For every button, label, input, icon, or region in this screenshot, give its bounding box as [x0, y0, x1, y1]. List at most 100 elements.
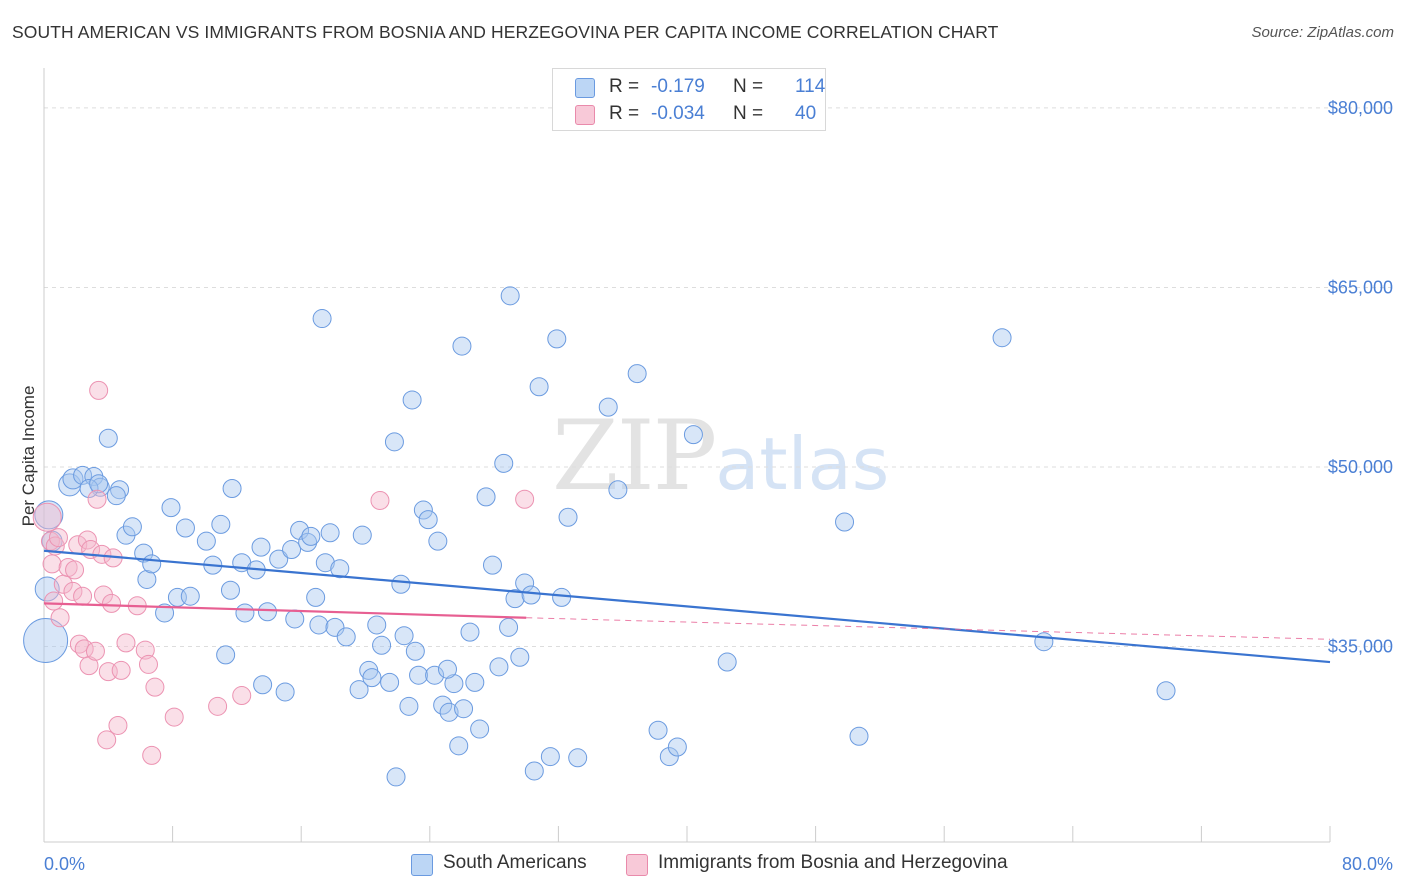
point-south-americans — [608, 480, 628, 500]
point-south-americans — [384, 432, 404, 452]
point-south-americans — [627, 364, 647, 384]
label-layer: $35,000 $50,000 $65,000 $80,000 0.0% 80.0% Per… — [19, 98, 1393, 874]
point-south-americans — [98, 428, 118, 448]
point-south-americans — [524, 761, 544, 781]
point-south-americans — [23, 617, 69, 663]
bottom-legend-label: Immigrants from Bosnia and Herzegovina — [658, 852, 1008, 873]
point-south-americans — [257, 602, 277, 622]
point-south-americans — [540, 747, 560, 767]
point-south-americans — [106, 486, 126, 506]
legend-swatch-blue — [575, 78, 595, 98]
watermark-atlas: atlas — [715, 422, 890, 506]
x-tick-label: 80.0% — [1342, 854, 1393, 874]
point-south-americans — [155, 603, 175, 623]
legend-n-label: N = — [733, 103, 764, 124]
point-south-americans — [529, 377, 549, 397]
point-bosnia — [32, 502, 62, 532]
point-bosnia — [50, 608, 70, 628]
legend-n-value: 114 — [795, 76, 826, 97]
point-south-americans — [142, 554, 162, 574]
point-south-americans — [235, 603, 255, 623]
point-bosnia — [79, 656, 99, 676]
point-south-americans — [465, 672, 485, 692]
point-south-americans — [552, 587, 572, 607]
point-south-americans — [482, 555, 502, 575]
legend-swatch-pink — [575, 105, 595, 125]
point-bosnia — [164, 707, 184, 727]
point-bosnia — [116, 633, 136, 653]
point-bosnia — [73, 586, 93, 606]
point-south-americans — [1156, 681, 1176, 701]
point-south-americans — [849, 726, 869, 746]
point-south-americans — [175, 518, 195, 538]
chart-source: Source: ZipAtlas.com — [1251, 24, 1394, 41]
point-south-americans — [405, 641, 425, 661]
point-south-americans — [134, 543, 154, 563]
point-bosnia — [145, 677, 165, 697]
legend-n-label: N = — [733, 76, 764, 97]
zipatlas-watermark: ZIPatlas — [552, 400, 889, 512]
legend-r-label: R = — [609, 76, 640, 97]
point-south-americans — [312, 309, 332, 329]
points-layer — [23, 286, 1176, 787]
point-south-americans — [547, 329, 567, 349]
point-south-americans — [251, 537, 271, 557]
point-south-americans — [367, 615, 387, 635]
point-south-americans — [437, 659, 457, 679]
point-bosnia — [89, 380, 109, 400]
point-south-americans — [34, 576, 60, 602]
point-south-americans — [489, 657, 509, 677]
point-south-americans — [282, 540, 302, 560]
trendline-south-americans — [43, 549, 1331, 664]
point-south-americans — [336, 627, 356, 647]
y-tick-label: $80,000 — [1328, 98, 1393, 118]
point-south-americans — [34, 500, 64, 530]
chart-title: SOUTH AMERICAN VS IMMIGRANTS FROM BOSNIA… — [12, 22, 999, 42]
bottom-legend-swatch-pink — [626, 854, 648, 876]
point-bosnia — [63, 581, 83, 601]
point-south-americans — [452, 336, 472, 356]
point-south-americans — [598, 397, 618, 417]
point-bosnia — [85, 641, 105, 661]
point-south-americans — [439, 702, 459, 722]
trend-layer — [43, 549, 1331, 664]
point-south-americans — [349, 680, 369, 700]
watermark-zip: ZIP — [552, 400, 717, 512]
y-axis-label: Per Capita Income — [19, 386, 38, 527]
point-south-americans — [298, 532, 318, 552]
point-bosnia — [87, 489, 107, 509]
point-south-americans — [568, 748, 588, 768]
point-bosnia — [97, 730, 117, 750]
point-south-americans — [399, 696, 419, 716]
point-south-americans — [362, 668, 382, 688]
x-tick-label: 0.0% — [44, 854, 85, 874]
point-south-americans — [222, 479, 242, 499]
point-south-americans — [301, 526, 321, 546]
point-south-americans — [352, 525, 372, 545]
point-bosnia — [93, 585, 113, 605]
point-south-americans — [717, 652, 737, 672]
point-south-americans — [122, 517, 142, 537]
point-bosnia — [65, 560, 85, 580]
point-south-americans — [992, 328, 1012, 348]
point-south-americans — [500, 286, 520, 306]
point-south-americans — [460, 622, 480, 642]
point-south-americans — [62, 468, 84, 490]
point-south-americans — [558, 507, 578, 527]
legend-n-value: 40 — [795, 103, 817, 124]
point-south-americans — [79, 479, 99, 499]
point-south-americans — [449, 736, 469, 756]
point-bosnia — [370, 490, 390, 510]
point-south-americans — [494, 453, 514, 473]
point-south-americans — [161, 498, 181, 518]
point-south-americans — [433, 695, 453, 715]
point-south-americans — [394, 626, 414, 646]
point-south-americans — [330, 559, 350, 579]
point-south-americans — [137, 569, 157, 589]
point-south-americans — [659, 747, 679, 767]
point-bosnia — [48, 528, 68, 548]
y-tick-label: $65,000 — [1328, 277, 1393, 297]
point-bosnia — [135, 640, 155, 660]
point-south-americans — [667, 737, 687, 757]
point-south-americans — [521, 585, 541, 605]
